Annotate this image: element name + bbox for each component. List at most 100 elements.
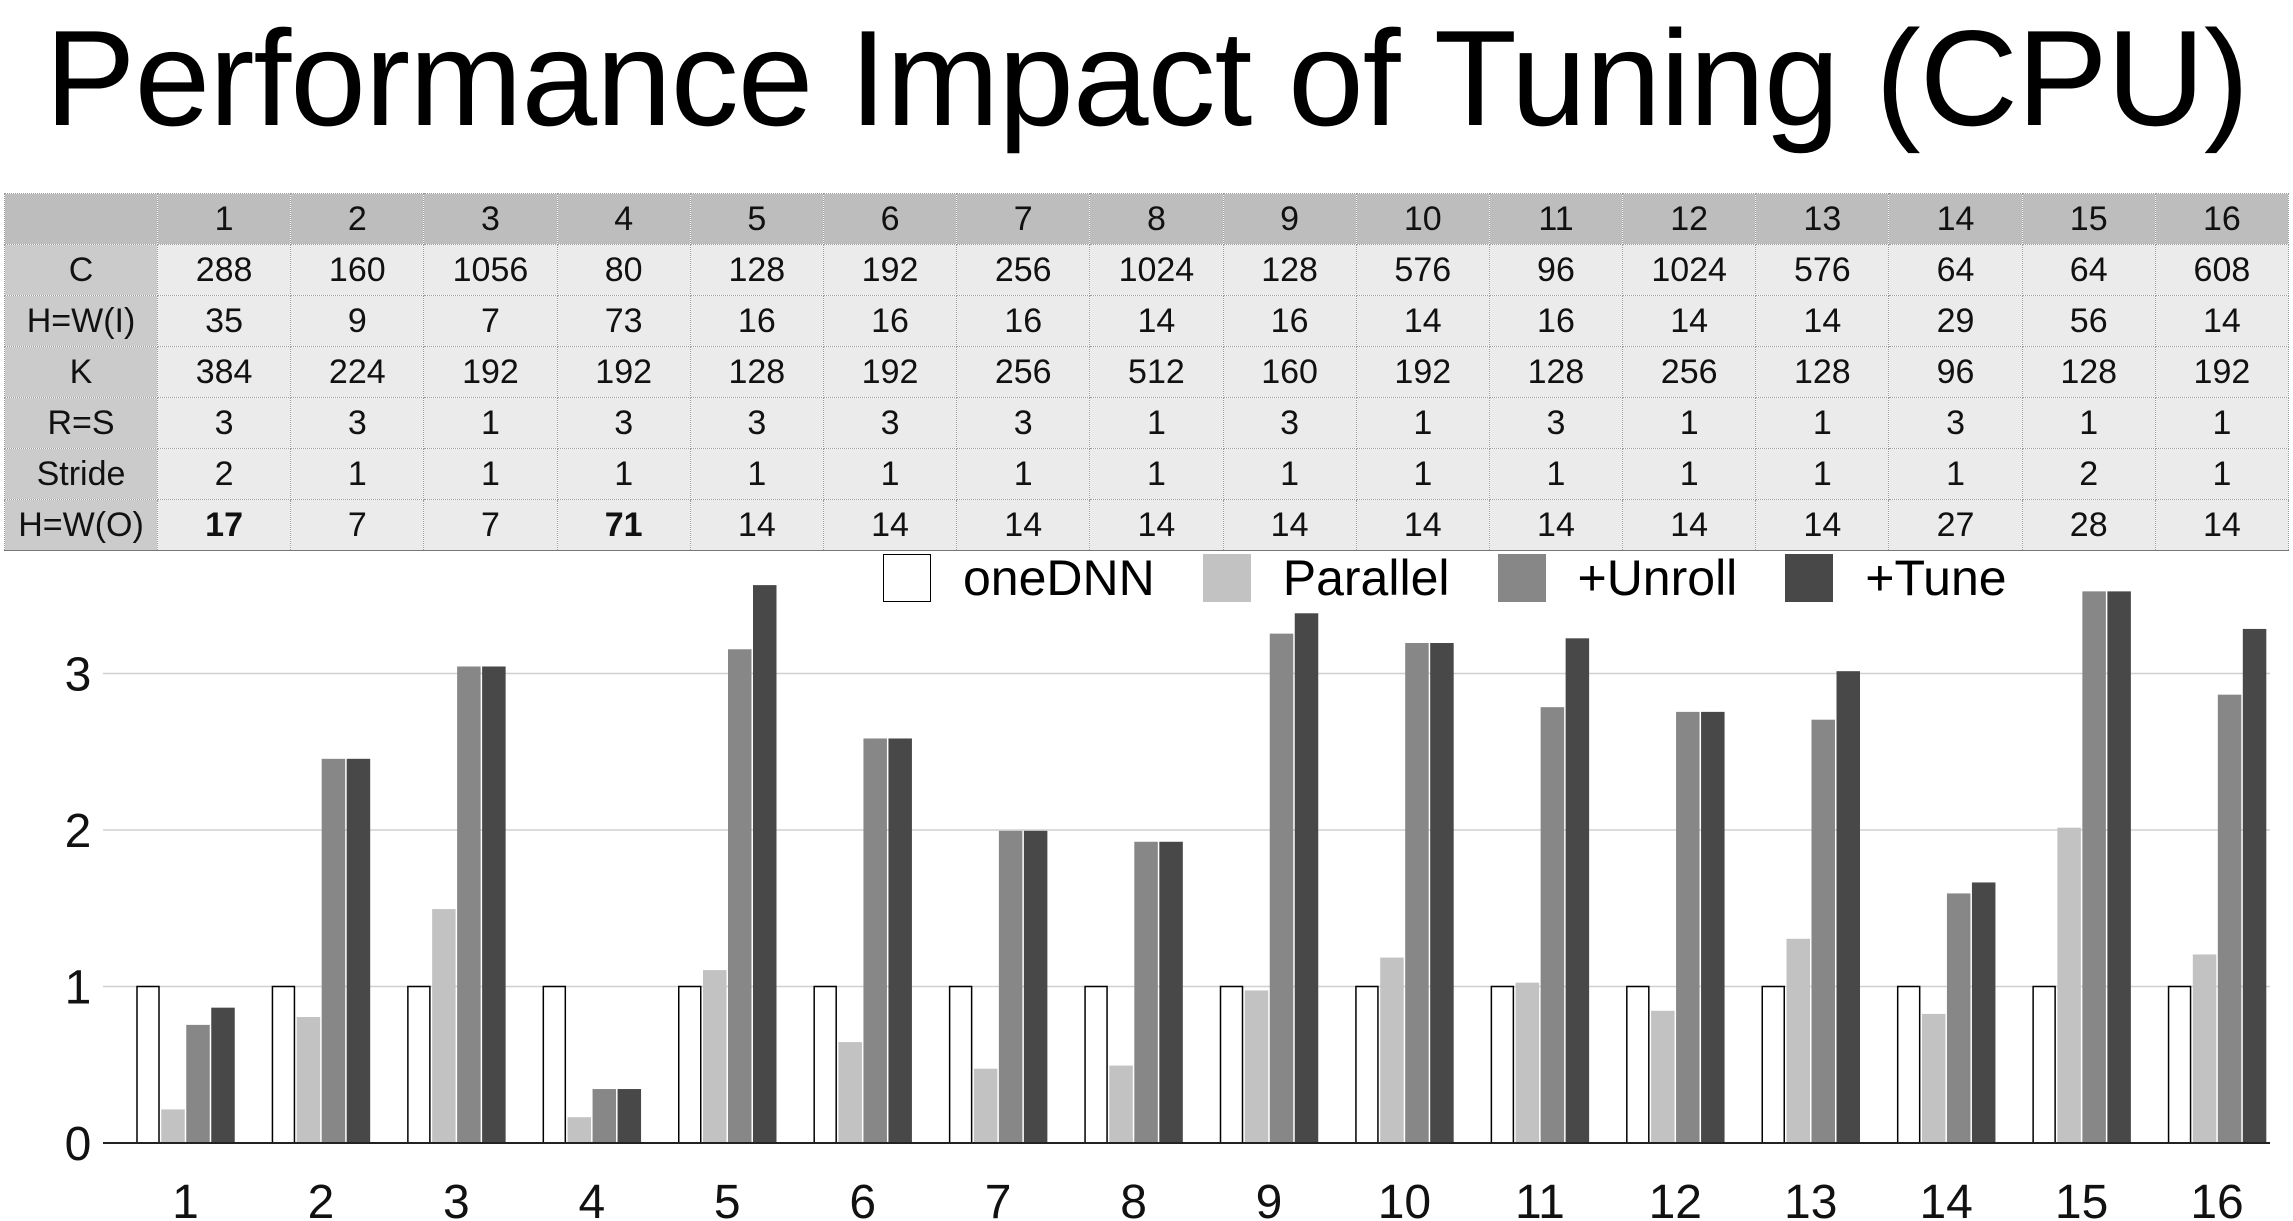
- table-cell: 1: [556, 448, 691, 500]
- legend-item: +Unroll: [1497, 549, 1738, 607]
- x-tick-label: 12: [1649, 1176, 1702, 1221]
- y-tick-label: 0: [65, 1118, 92, 1171]
- legend-item: oneDNN: [883, 549, 1155, 607]
- table-cell: 192: [822, 244, 958, 296]
- y-tick-label: 1: [65, 962, 92, 1015]
- bar: [567, 1117, 592, 1144]
- bar: [1294, 613, 1319, 1144]
- table-cell: 1: [1222, 448, 1357, 500]
- legend-item: +Tune: [1785, 549, 2007, 607]
- table-cell: 14: [1089, 499, 1224, 551]
- table-cell: 1056: [423, 244, 558, 296]
- table-cell: 14: [1355, 499, 1490, 551]
- bar: [948, 985, 973, 1144]
- bar: [346, 758, 371, 1144]
- table-column-header: 12: [1622, 193, 1757, 245]
- bar: [1380, 957, 1404, 1144]
- table-cell: 576: [1755, 244, 1890, 296]
- table-cell: 80: [556, 244, 691, 296]
- table-cell: 1: [1622, 397, 1757, 449]
- x-tick-label: 6: [849, 1176, 876, 1221]
- table-cell: 14: [1755, 295, 1890, 347]
- table-cell: 56: [2021, 295, 2156, 347]
- bar: [1430, 643, 1454, 1144]
- chart-legend: oneDNN Parallel +Unroll +Tune: [883, 548, 2055, 608]
- table-cell: 16: [1222, 295, 1357, 347]
- bar: [407, 985, 431, 1144]
- table-column-header: 11: [1488, 193, 1624, 245]
- table-cell: 14: [1355, 295, 1490, 347]
- bar: [592, 1089, 617, 1144]
- table-cell: 14: [1488, 499, 1624, 551]
- table-row-header: Stride: [4, 448, 158, 500]
- x-tick-label: 11: [1515, 1176, 1565, 1221]
- table-cell: 1: [1089, 397, 1224, 449]
- bar: [998, 830, 1023, 1144]
- table-cell: 14: [2154, 499, 2290, 551]
- table-cell: 7: [290, 499, 425, 551]
- table-cell: 192: [556, 346, 691, 398]
- bar: [1269, 633, 1294, 1144]
- table-cell: 384: [156, 346, 292, 398]
- table-cell: 608: [2154, 244, 2290, 296]
- legend-swatch: [1202, 554, 1251, 602]
- bar: [1084, 985, 1108, 1144]
- bar: [973, 1068, 998, 1144]
- bar: [838, 1042, 862, 1144]
- table-cell: 192: [822, 346, 958, 398]
- x-tick-label: 7: [985, 1176, 1012, 1221]
- table-cell: 29: [1888, 295, 2023, 347]
- table-cell: 192: [1355, 346, 1490, 398]
- bar: [2167, 985, 2192, 1144]
- bar: [211, 1007, 235, 1144]
- x-tick-label: 1: [172, 1176, 199, 1221]
- table-corner-cell: [4, 193, 158, 245]
- bar: [2217, 694, 2242, 1144]
- x-tick-label: 3: [443, 1176, 470, 1221]
- table-cell: 1: [1888, 448, 2023, 500]
- table-cell: 256: [956, 346, 1091, 398]
- bar: [432, 909, 456, 1144]
- table-cell: 192: [2154, 346, 2290, 398]
- table-column-header: 16: [2154, 193, 2290, 245]
- bar: [2057, 827, 2081, 1144]
- table-cell: 128: [689, 244, 824, 296]
- table-column-header: 8: [1089, 193, 1224, 245]
- x-tick-label: 16: [2190, 1176, 2243, 1221]
- table-cell: 1: [2021, 397, 2156, 449]
- bar: [2242, 628, 2267, 1144]
- table-cell: 1: [1089, 448, 1224, 500]
- bar: [1405, 643, 1429, 1144]
- table-cell: 16: [1488, 295, 1624, 347]
- table-cell: 576: [1355, 244, 1490, 296]
- y-tick-label: 3: [65, 649, 92, 702]
- x-tick-label: 4: [578, 1176, 605, 1221]
- table-cell: 1: [1355, 397, 1490, 449]
- bar: [863, 738, 887, 1144]
- table-column-header: 9: [1222, 193, 1357, 245]
- table-cell: 14: [1089, 295, 1224, 347]
- legend-label: Parallel: [1282, 550, 1450, 606]
- table-cell: 3: [689, 397, 824, 449]
- table-cell: 35: [156, 295, 292, 347]
- table-cell: 14: [2154, 295, 2290, 347]
- bar: [2082, 591, 2106, 1144]
- bar: [1676, 711, 1700, 1144]
- x-tick-label: 10: [1378, 1176, 1431, 1221]
- table-cell: 128: [2021, 346, 2156, 398]
- table-cell: 1: [1755, 448, 1890, 500]
- table-cell: 1: [1622, 448, 1757, 500]
- table-cell: 1: [423, 397, 558, 449]
- bar: [888, 738, 912, 1144]
- table-cell: 1024: [1622, 244, 1757, 296]
- table-cell: 256: [1622, 346, 1757, 398]
- bar: [728, 649, 752, 1144]
- layer-parameters-table: 1 2 3 4 5 6 7 8 9 10 11 12 13 14 15 16 C 288 160 1056 80 128 1…: [4, 193, 2290, 551]
- x-tick-label: 14: [1919, 1176, 1972, 1221]
- legend-label: +Unroll: [1577, 550, 1738, 606]
- bar: [703, 970, 727, 1144]
- table-column-header: 15: [2021, 193, 2156, 245]
- table-column-header: 13: [1755, 193, 1890, 245]
- bar: [321, 758, 346, 1144]
